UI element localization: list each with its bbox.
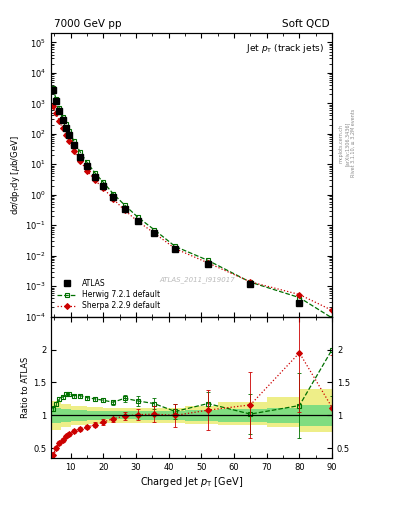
Text: ATLAS_2011_I919017: ATLAS_2011_I919017 — [159, 276, 235, 283]
Text: 7000 GeV pp: 7000 GeV pp — [54, 19, 121, 29]
Text: Jet $p_\mathrm{T}$ (track jets): Jet $p_\mathrm{T}$ (track jets) — [246, 42, 324, 55]
Y-axis label: d$\sigma$/dp$_\mathrm{T}$dy [$\mu$b/GeV]: d$\sigma$/dp$_\mathrm{T}$dy [$\mu$b/GeV] — [9, 135, 22, 215]
Legend: ATLAS, Herwig 7.2.1 default, Sherpa 2.2.9 default: ATLAS, Herwig 7.2.1 default, Sherpa 2.2.… — [55, 276, 163, 313]
Text: Soft QCD: Soft QCD — [282, 19, 329, 29]
X-axis label: Charged Jet $p_\mathrm{T}$ [GeV]: Charged Jet $p_\mathrm{T}$ [GeV] — [140, 475, 243, 489]
Y-axis label: Ratio to ATLAS: Ratio to ATLAS — [21, 357, 30, 418]
Text: [arXiv:1306.3436]: [arXiv:1306.3436] — [345, 121, 350, 165]
Text: mcplots.cern.ch: mcplots.cern.ch — [339, 124, 344, 163]
Text: Rivet 3.1.10, ≥ 3.2M events: Rivet 3.1.10, ≥ 3.2M events — [351, 109, 356, 178]
